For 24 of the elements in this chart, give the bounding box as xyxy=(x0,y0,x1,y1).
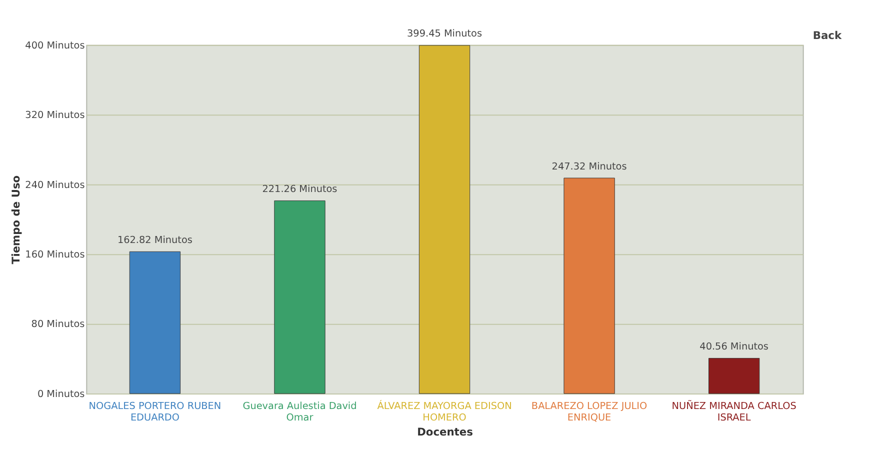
data-label: 399.45 Minutos xyxy=(407,28,482,40)
x-tick-label: ÁLVAREZ MAYORGA EDISON HOMERO xyxy=(377,400,512,424)
y-tick-label: 160 Minutos xyxy=(25,250,85,261)
data-label: 162.82 Minutos xyxy=(117,234,192,246)
x-tick-label: NOGALES PORTERO RUBEN EDUARDO xyxy=(88,401,222,424)
x-tick-label: BALAREZO LOPEZ JULIO ENRIQUE xyxy=(531,401,648,424)
y-axis-title: Tiempo de Uso xyxy=(9,175,22,264)
bar xyxy=(564,178,615,394)
data-label: 221.26 Minutos xyxy=(262,184,338,196)
bar xyxy=(418,45,470,394)
bar xyxy=(274,200,326,394)
text: Back xyxy=(812,29,842,42)
bar xyxy=(708,358,760,394)
y-tick-label: 320 Minutos xyxy=(25,110,85,122)
data-label: 40.56 Minutos xyxy=(700,342,768,353)
x-axis-title: Docentes xyxy=(417,426,473,439)
bar xyxy=(129,251,181,394)
y-tick-label: 0 Minutos xyxy=(37,388,85,400)
y-tick-label: 240 Minutos xyxy=(25,180,85,191)
y-tick-label: 400 Minutos xyxy=(25,40,85,52)
data-label: 247.32 Minutos xyxy=(552,161,627,172)
x-tick-label: Guevara Aulestia David Omar xyxy=(242,401,357,424)
x-tick-label: NUÑEZ MIRANDA CARLOS ISRAEL xyxy=(672,400,796,424)
y-tick-label: 80 Minutos xyxy=(31,319,85,330)
